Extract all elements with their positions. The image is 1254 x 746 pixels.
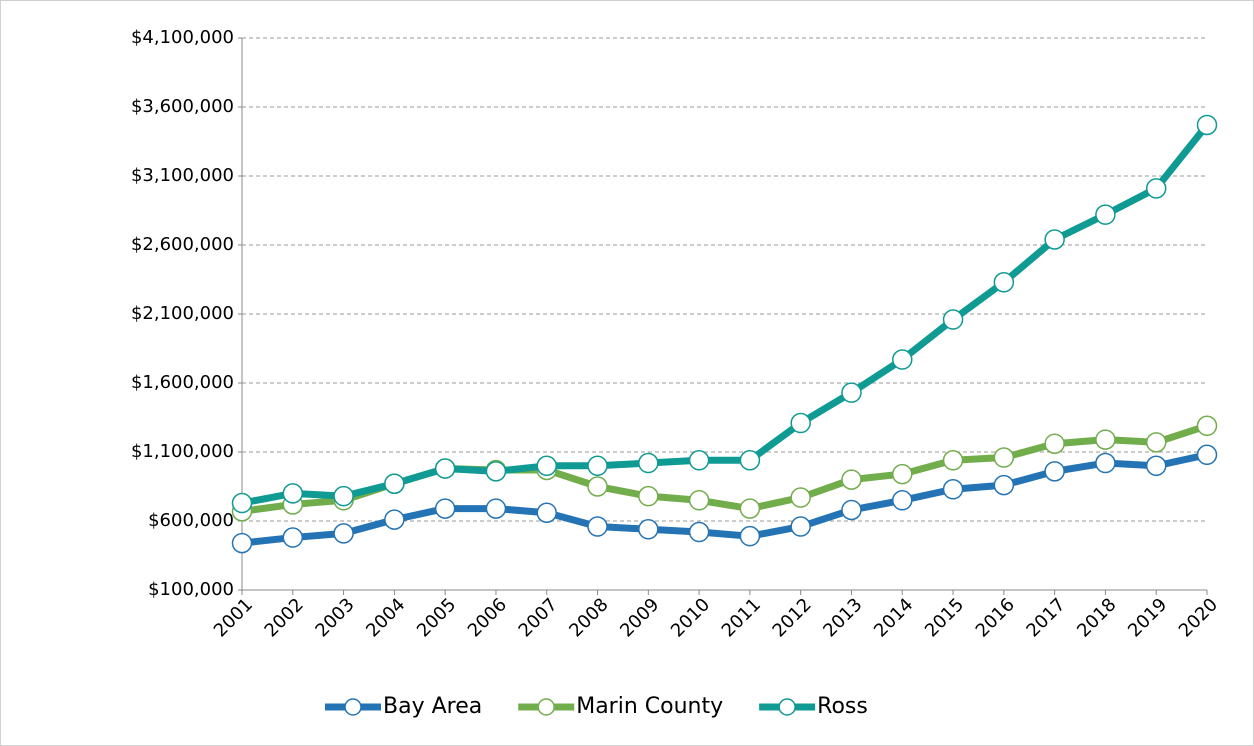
y-tick-label: $3,600,000 [131, 96, 234, 117]
data-point [739, 498, 761, 519]
data-point [1044, 461, 1065, 482]
legend: Bay Area Marin County Ross [325, 694, 868, 719]
y-tick-label: $2,100,000 [131, 303, 234, 324]
y-tick-label: $1,100,000 [131, 441, 234, 462]
data-point [1095, 429, 1116, 450]
y-tick-label: $1,600,000 [131, 372, 234, 393]
data-point [841, 499, 862, 521]
data-point [942, 479, 964, 500]
legend-marker [344, 698, 362, 716]
legend-label: Marin County [576, 694, 723, 719]
data-point [1196, 415, 1218, 437]
data-point [993, 474, 1015, 496]
data-point [333, 523, 354, 544]
data-point [587, 516, 608, 537]
data-point [892, 490, 913, 511]
data-point [536, 455, 557, 477]
data-point [485, 461, 507, 482]
data-point [942, 450, 964, 471]
data-point [587, 476, 608, 497]
data-point [231, 492, 253, 514]
data-point [638, 452, 659, 474]
data-point [993, 447, 1015, 468]
data-point [231, 532, 253, 554]
data-point [384, 509, 405, 530]
y-tick-label: $600,000 [148, 510, 234, 531]
data-point [688, 521, 710, 543]
data-point [1145, 178, 1167, 199]
legend-marker [537, 698, 555, 716]
data-point [993, 272, 1015, 293]
data-point [1095, 204, 1116, 225]
data-point [1044, 433, 1065, 454]
data-point [790, 412, 811, 434]
data-point [739, 450, 761, 471]
data-point [942, 309, 964, 330]
data-point [333, 485, 354, 507]
data-point [1145, 432, 1167, 453]
legend-marker [778, 698, 796, 716]
data-point [638, 519, 659, 540]
y-tick-label: $100,000 [148, 579, 234, 600]
legend-label: Bay Area [383, 694, 482, 719]
y-tick-label: $2,600,000 [131, 234, 234, 255]
data-point [1196, 114, 1218, 136]
data-point [1095, 452, 1116, 474]
data-point [485, 498, 507, 519]
data-point [688, 450, 710, 471]
data-point [1196, 444, 1218, 466]
data-point [434, 458, 456, 479]
y-tick-label: $4,100,000 [131, 27, 234, 48]
data-point [1044, 229, 1065, 250]
data-point [282, 483, 304, 504]
y-tick-label: $3,100,000 [131, 165, 234, 186]
data-point [688, 490, 710, 511]
data-point [790, 516, 811, 537]
data-point [536, 502, 557, 523]
data-point [790, 487, 811, 508]
data-point [841, 382, 862, 403]
data-point [739, 525, 761, 547]
legend-label: Ross [817, 694, 868, 719]
data-point [434, 498, 456, 519]
data-point [1145, 455, 1167, 477]
data-point [587, 455, 608, 477]
data-point [384, 473, 405, 494]
data-point [892, 463, 913, 485]
data-point [841, 469, 862, 490]
data-point [892, 349, 913, 370]
data-point [638, 485, 659, 507]
data-point [282, 527, 304, 548]
